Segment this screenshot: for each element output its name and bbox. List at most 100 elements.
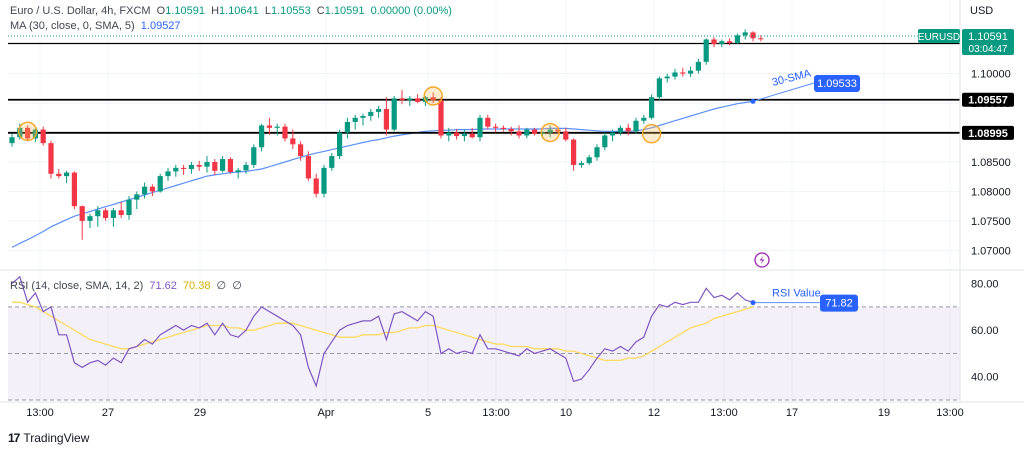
candle-body [95,210,101,217]
candle-body [173,167,179,172]
time-tick-label: 13:00 [710,407,738,419]
time-tick-label: 13:00 [26,407,54,419]
candle-body [9,137,15,144]
candle-body [493,126,499,128]
candle-body [110,210,116,218]
candle-body [758,38,764,40]
legend-ma-value: 1.09527 [140,20,181,32]
price-tick-label: 1.08000 [971,186,1011,198]
levels-layer [8,42,960,134]
candle-body [87,216,93,221]
legend-rsi-label: RSI (14, close, SMA, 14, 2) [10,280,144,292]
candle-body [649,97,655,118]
markers-layer [17,86,662,144]
sma-callout-dot [750,98,756,104]
candle-body [165,171,171,177]
rsi-layer [8,275,960,401]
candle-body [305,156,311,179]
legend-symbol-line: Euro / U.S. Dollar, 4h, FXCM O1.10591 H1… [10,5,455,17]
price-tick-label: 1.07500 [971,216,1011,228]
candle-body [259,125,265,148]
sma-value-label: 1.09533 [817,78,857,90]
candle-body [461,133,467,137]
candle-body [407,98,413,101]
rsi-tick-label: 40.00 [971,372,999,384]
currency-label: USD [970,5,994,17]
candle-body [227,159,233,172]
price-tick-label: 1.08500 [971,157,1011,169]
highlight-circle [641,124,662,144]
rsi-line [11,275,754,388]
candle-body [188,164,194,170]
candle-body [430,97,436,101]
candle-body [469,133,475,138]
rsi-tick-label: 60.00 [971,325,999,337]
candle-body [680,72,686,74]
candle-body [181,167,187,170]
time-tick-label: 13:00 [936,407,964,419]
highlight-circle [423,86,443,106]
tradingview-logo-icon: 17 [8,431,20,445]
candle-body [524,129,530,136]
time-tick-label: 19 [878,407,890,419]
rsi-tick-label: 80.00 [971,279,999,291]
current-price-label: 1.10591 [968,31,1008,43]
price-grid [8,0,960,402]
candle-body [235,170,241,172]
candles-layer [9,29,764,240]
price-tick-label: 1.07000 [971,245,1011,257]
candle-body [64,172,70,177]
candle-body [313,178,319,194]
legend-high: 1.10641 [219,5,259,17]
level-price-label: 1.09557 [968,95,1008,107]
axes-layer: 1.070001.075001.080001.085001.090001.095… [0,0,1024,419]
candle-body [734,35,740,43]
candle-body [383,108,389,130]
legend-low-label: L [264,5,271,17]
level-price-badge [962,92,1014,107]
candle-body [695,61,701,71]
tradingview-watermark: 17 TradingView [8,431,89,445]
candle-body [196,164,202,167]
legend-rsi-extra-1: ∅ [216,280,227,292]
candle-body [251,147,257,165]
candle-body [391,98,397,130]
candle-body [602,135,608,148]
current-price-badge [962,29,1014,55]
candle-body [149,186,155,192]
candle-body [204,161,210,167]
symbol-badge-label: EURUSD [918,32,960,43]
candle-body [17,127,23,138]
candle-body [727,41,733,43]
candle-body [126,199,132,215]
watermark-text: TradingView [23,431,90,445]
candle-body [633,120,639,132]
time-tick-label: 17 [786,407,798,419]
time-tick-label: 10 [560,407,572,419]
candle-body [118,210,124,215]
candle-body [376,108,382,112]
candle-body [610,132,616,136]
candle-body [438,100,444,136]
legend-close-label: C [316,5,325,17]
time-tick-label: 5 [425,407,431,419]
candle-body [48,143,54,174]
legend-rsi-extra-2: ∅ [232,280,242,292]
candle-body [142,186,148,195]
candle-body [71,172,77,207]
candle-body [742,32,748,36]
candle-body [344,121,350,133]
lightning-bolt-icon [759,255,765,265]
candle-body [290,138,296,145]
candle-body [532,129,538,134]
candle-body [539,132,545,134]
symbol-badge [918,29,960,43]
candle-body [571,139,577,165]
candle-body [617,127,623,133]
sma-callout-line [752,82,815,102]
candle-body [563,131,569,140]
candle-body [103,210,109,218]
level-price-badge [962,125,1014,140]
